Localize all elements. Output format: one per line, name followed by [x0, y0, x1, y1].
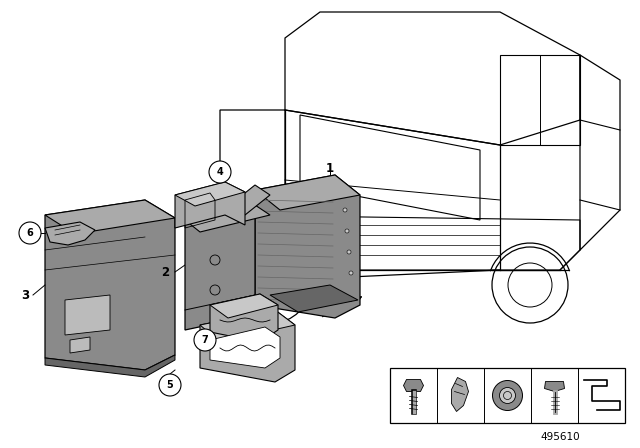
Polygon shape — [210, 294, 278, 318]
Polygon shape — [255, 175, 360, 318]
Polygon shape — [255, 175, 360, 210]
Text: 6: 6 — [27, 228, 33, 238]
Text: 6: 6 — [440, 372, 447, 382]
Text: 4: 4 — [534, 372, 541, 382]
Text: 7: 7 — [393, 372, 400, 382]
Circle shape — [343, 208, 347, 212]
Polygon shape — [175, 182, 245, 228]
Text: 7: 7 — [202, 335, 209, 345]
Polygon shape — [45, 200, 175, 234]
Text: 5: 5 — [166, 380, 173, 390]
Bar — [390, 368, 625, 423]
Polygon shape — [45, 355, 175, 377]
Circle shape — [493, 380, 522, 410]
Circle shape — [345, 229, 349, 233]
Polygon shape — [200, 310, 295, 382]
Text: 1: 1 — [326, 161, 334, 175]
Polygon shape — [70, 337, 90, 353]
Circle shape — [499, 388, 515, 404]
Polygon shape — [403, 379, 424, 392]
Polygon shape — [175, 182, 245, 206]
Text: 5: 5 — [487, 372, 493, 382]
Polygon shape — [451, 378, 468, 412]
Polygon shape — [65, 295, 110, 335]
Text: 2: 2 — [161, 266, 169, 279]
Circle shape — [349, 271, 353, 275]
Polygon shape — [270, 285, 358, 312]
Circle shape — [19, 222, 41, 244]
Polygon shape — [545, 382, 564, 392]
Text: 495610: 495610 — [540, 432, 580, 442]
Polygon shape — [45, 222, 95, 245]
Text: 4: 4 — [216, 167, 223, 177]
Polygon shape — [210, 327, 280, 368]
Polygon shape — [200, 310, 295, 342]
Polygon shape — [210, 294, 278, 342]
Text: 3: 3 — [21, 289, 29, 302]
Polygon shape — [45, 200, 175, 370]
Circle shape — [347, 250, 351, 254]
Polygon shape — [230, 185, 270, 215]
Circle shape — [209, 161, 231, 183]
Polygon shape — [185, 205, 255, 330]
Polygon shape — [185, 205, 270, 232]
Circle shape — [194, 329, 216, 351]
Circle shape — [159, 374, 181, 396]
